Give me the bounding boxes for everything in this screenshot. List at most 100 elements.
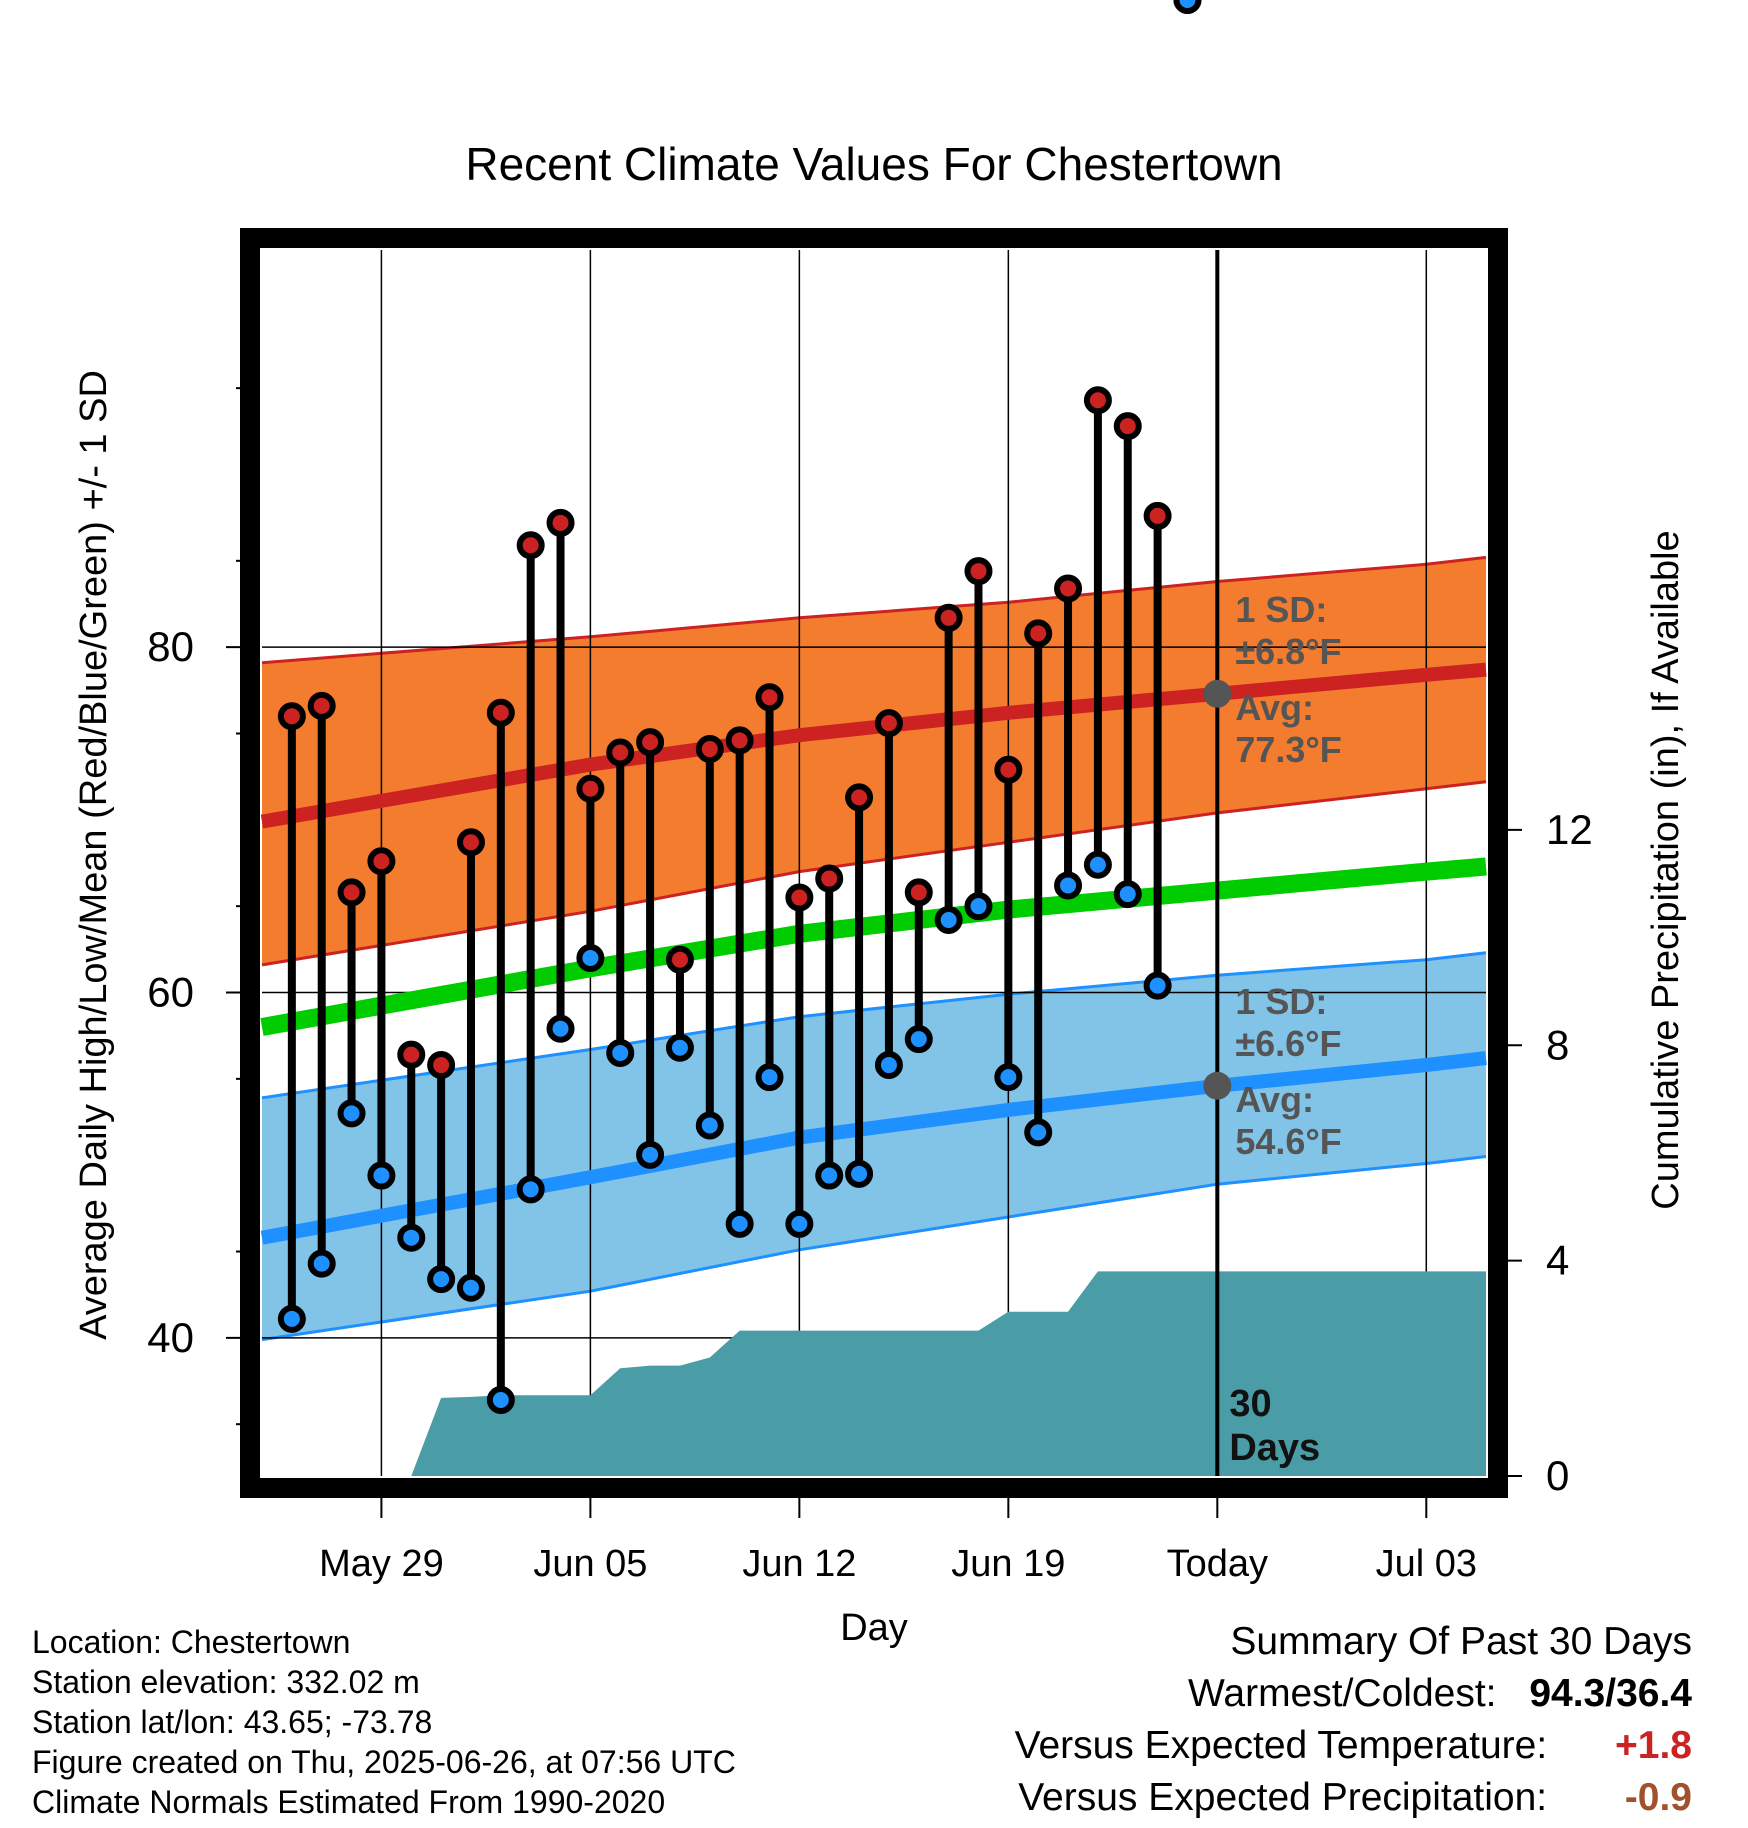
daily-high-point: [815, 864, 844, 893]
y-tick-label: 60: [147, 969, 194, 1016]
high-sd-label-2: ±6.8°F: [1235, 631, 1341, 672]
today-high-normal-point: [1203, 679, 1232, 708]
daily-high-point: [695, 735, 724, 764]
latlon-text: Station lat/lon: 43.65; -73.78: [32, 1704, 433, 1740]
high-sd-label-1: 1 SD:: [1235, 589, 1327, 630]
temp-departure-label: Versus Expected Temperature:: [1014, 1724, 1548, 1767]
warmest-coldest-value: 94.3/36.4: [1529, 1672, 1692, 1715]
temp-departure-value: +1.8: [1615, 1724, 1692, 1767]
low-sd-band: [262, 952, 1486, 1340]
daily-low-point: [277, 1304, 306, 1333]
x-tick-label: May 29: [319, 1543, 444, 1585]
daily-low-point: [456, 1273, 485, 1302]
daily-high-point: [456, 828, 485, 857]
daily-high-point: [785, 883, 814, 912]
daily-low-point: [1173, 0, 1202, 14]
daily-low-point: [516, 1175, 545, 1204]
plot-frame: [240, 228, 1508, 1498]
summary-panel: Summary Of Past 30 Days Warmest/Coldest:…: [1015, 1616, 1692, 1824]
days-label-1: 30: [1229, 1383, 1271, 1425]
daily-high-point: [427, 1051, 456, 1080]
daily-low-point: [695, 1111, 724, 1140]
daily-high-point: [307, 691, 336, 720]
station-info: Location: Chestertown Station elevation:…: [32, 1622, 736, 1822]
low-sd-label-1: 1 SD:: [1235, 981, 1327, 1022]
daily-high-point: [367, 847, 396, 876]
high-avg-label-1: Avg:: [1235, 687, 1314, 728]
daily-low-point: [934, 905, 963, 934]
daily-low-point: [337, 1099, 366, 1128]
y2-tick-label: 12: [1546, 806, 1593, 853]
daily-low-point: [1054, 871, 1083, 900]
daily-low-point: [1113, 880, 1142, 909]
daily-low-point: [904, 1025, 933, 1054]
daily-high-point: [904, 878, 933, 907]
daily-high-point: [1083, 386, 1112, 415]
daily-high-point: [277, 702, 306, 731]
precip-departure-row: Versus Expected Precipitation: -0.9: [1015, 1772, 1692, 1824]
daily-low-point: [994, 1063, 1023, 1092]
daily-high-point: [1113, 412, 1142, 441]
y2-tick-label: 4: [1546, 1237, 1569, 1284]
daily-high-point: [934, 603, 963, 632]
daily-high-point: [874, 709, 903, 738]
y2-tick-label: 0: [1546, 1452, 1569, 1499]
daily-high-point: [337, 878, 366, 907]
daily-low-point: [815, 1161, 844, 1190]
daily-high-point: [1054, 574, 1083, 603]
daily-low-point: [1024, 1118, 1053, 1147]
days-label-2: Days: [1229, 1427, 1320, 1469]
precipitation-area: [291, 1271, 1486, 1476]
chart-title: Recent Climate Values For Chestertown: [465, 138, 1282, 190]
daily-low-point: [486, 1386, 515, 1415]
x-tick-label: Today: [1167, 1543, 1268, 1585]
daily-low-point: [367, 1161, 396, 1190]
daily-high-point: [516, 531, 545, 560]
high-avg-label-2: 77.3°F: [1235, 729, 1341, 770]
location-text: Location: Chestertown: [32, 1624, 351, 1660]
daily-high-point: [755, 683, 784, 712]
summary-title: Summary Of Past 30 Days: [1230, 1620, 1692, 1663]
y-tick-label: 80: [147, 623, 194, 670]
daily-low-point: [546, 1014, 575, 1043]
daily-high-point: [994, 755, 1023, 784]
daily-low-point: [1143, 971, 1172, 1000]
warmest-coldest-row: Warmest/Coldest: 94.3/36.4: [1015, 1668, 1692, 1720]
daily-high-point: [964, 557, 993, 586]
daily-low-point: [1083, 850, 1112, 879]
daily-high-point: [397, 1040, 426, 1069]
daily-high-point: [486, 698, 515, 727]
x-tick-label: Jul 03: [1376, 1543, 1477, 1585]
x-tick-label: Jun 19: [951, 1543, 1065, 1585]
warmest-coldest-label: Warmest/Coldest:: [1188, 1672, 1497, 1715]
normal-high-line: [260, 662, 1487, 829]
daily-high-point: [665, 945, 694, 974]
daily-high-point: [606, 738, 635, 767]
daily-high-point: [845, 783, 874, 812]
y2-tick-label: 8: [1546, 1021, 1569, 1068]
y2-axis-label: Cumulative Precipitation (in), If Availa…: [1645, 530, 1687, 1209]
daily-low-point: [845, 1159, 874, 1188]
daily-low-point: [665, 1033, 694, 1062]
today-low-normal-point: [1203, 1071, 1232, 1100]
daily-low-point: [397, 1223, 426, 1252]
precip-departure-value: -0.9: [1624, 1776, 1692, 1819]
x-tick-label: Jun 05: [533, 1543, 647, 1585]
daily-high-point: [636, 728, 665, 757]
high-sd-band: [262, 557, 1486, 965]
daily-high-point: [1143, 501, 1172, 530]
daily-high-point: [546, 508, 575, 537]
x-axis-label: Day: [840, 1607, 908, 1649]
daily-low-point: [874, 1051, 903, 1080]
y-axis-label: Average Daily High/Low/Mean (Red/Blue/Gr…: [73, 370, 115, 1340]
x-tick-label: Jun 12: [742, 1543, 856, 1585]
daily-low-point: [636, 1140, 665, 1169]
low-avg-label-2: 54.6°F: [1235, 1121, 1341, 1162]
low-sd-label-2: ±6.6°F: [1235, 1023, 1341, 1064]
created-text: Figure created on Thu, 2025-06-26, at 07…: [32, 1744, 736, 1780]
y-tick-label: 40: [147, 1314, 194, 1361]
daily-low-point: [576, 943, 605, 972]
daily-low-point: [785, 1209, 814, 1238]
elevation-text: Station elevation: 332.02 m: [32, 1664, 420, 1700]
